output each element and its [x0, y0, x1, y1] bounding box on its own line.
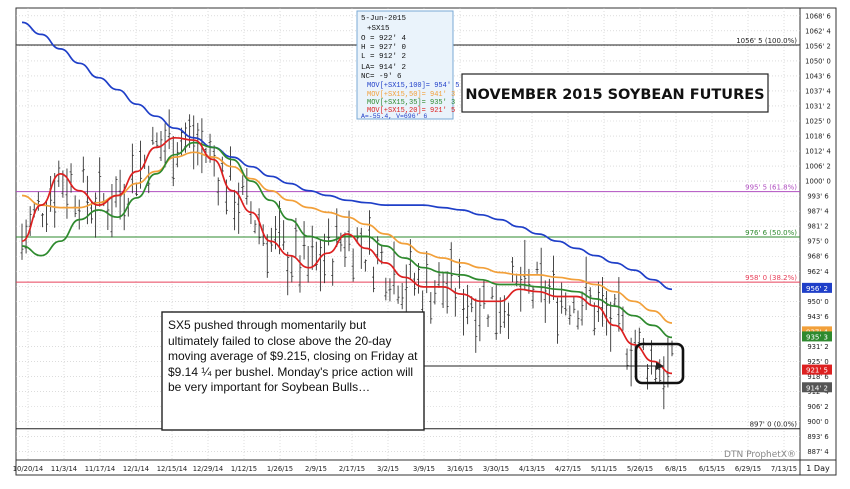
- fib-label: 995' 5 (61.8%): [745, 184, 797, 192]
- highlight-box: [634, 342, 685, 385]
- info-box: [356, 10, 454, 120]
- y-tick-label: 975' 0: [807, 238, 828, 246]
- info-mov50: MOV[+SX15,50]= 941' 3: [367, 91, 455, 99]
- y-tick-label: 1037' 4: [805, 87, 831, 95]
- y-tick-label: 1012' 4: [805, 148, 831, 156]
- info-symbol: +SX15: [367, 25, 390, 33]
- watermark: DTN ProphetX®: [724, 450, 796, 460]
- x-tick-label: 2/9/15: [305, 465, 327, 473]
- moving-averages: [21, 21, 673, 375]
- info-last: LA= 914' 2: [361, 64, 406, 72]
- annotation-box: [161, 311, 425, 431]
- x-tick-label: 4/27/15: [555, 465, 581, 473]
- y-tick-label: 1043' 6: [805, 72, 831, 80]
- info-date: 5-Jun-2015: [361, 15, 407, 23]
- x-tick-label: 2/17/15: [339, 465, 365, 473]
- y-tick-label: 968' 6: [807, 253, 828, 261]
- y-tick-label: 950' 0: [807, 298, 828, 306]
- x-tick-label: 6/15/15: [699, 465, 725, 473]
- price-badge: [802, 364, 832, 375]
- x-tick-label: 12/15/14: [157, 465, 188, 473]
- x-tick-label: 12/1/14: [123, 465, 149, 473]
- y-tick-label: 993' 6: [807, 193, 828, 201]
- y-tick-label: 1025' 0: [805, 118, 831, 126]
- y-tick-label: 918' 6: [807, 373, 828, 381]
- y-tick-label: 900' 0: [807, 418, 828, 426]
- y-tick-label: 1018' 6: [805, 133, 831, 141]
- fib-label: 976' 6 (50.0%): [745, 229, 797, 237]
- x-tick-label: 12/29/14: [193, 465, 224, 473]
- x-tick-label: 3/2/15: [377, 465, 399, 473]
- x-tick-label: 3/9/15: [413, 465, 435, 473]
- price-badge: [802, 382, 832, 393]
- fib-label: 1056' 5 (100.0%): [736, 37, 797, 45]
- series-line: [21, 141, 673, 339]
- y-tick-label: 987' 4: [807, 208, 828, 216]
- info-net-change: NC= -9' 6: [361, 73, 402, 81]
- fib-label: 897' 0 (0.0%): [750, 421, 798, 429]
- series-line: [21, 136, 673, 375]
- period-label[interactable]: 1 Day: [806, 464, 830, 473]
- chart-title: NOVEMBER 2015 SOYBEAN FUTURES: [465, 87, 764, 103]
- y-tick-label: 962' 4: [807, 268, 828, 276]
- x-tick-label: 10/20/14: [13, 465, 44, 473]
- x-tick-label: 4/13/15: [519, 465, 545, 473]
- y-tick-label: 1000' 0: [805, 178, 831, 186]
- info-open: O = 922' 4: [361, 35, 407, 43]
- period-box[interactable]: [799, 459, 837, 476]
- x-tick-label: 11/17/14: [85, 465, 116, 473]
- y-tick-label: 1006' 2: [805, 163, 831, 171]
- info-av: A=-55.4, V=696' 6: [361, 113, 427, 120]
- y-tick-label: 887' 4: [807, 448, 828, 456]
- series-line: [21, 21, 673, 291]
- info-low: L = 912' 2: [361, 53, 406, 61]
- x-axis-ticks: 10/20/14 11/3/14 11/17/14 12/1/14 12/15/14 12…: [13, 465, 797, 473]
- x-tick-label: 5/26/15: [627, 465, 653, 473]
- x-tick-label: 3/30/15: [483, 465, 509, 473]
- price-badge-label: 914' 2: [806, 384, 828, 392]
- fib-label: 958' 0 (38.2%): [745, 274, 797, 282]
- x-tick-label: 6/29/15: [735, 465, 761, 473]
- annotation-holder: SX5 pushed through momentarily but ultim…: [168, 318, 418, 394]
- info-mov20: MOV[+SX15,20]= 921' 5: [367, 107, 455, 115]
- y-tick-label: 1062' 4: [805, 27, 831, 35]
- y-tick-label: 906' 2: [807, 403, 828, 411]
- y-tick-label: 981' 2: [807, 223, 828, 231]
- price-badge: [802, 282, 832, 293]
- y-tick-label: 931' 2: [807, 343, 828, 351]
- info-high: H = 927' 0: [361, 44, 407, 52]
- x-tick-label: 3/16/15: [447, 465, 473, 473]
- fib-levels: 1056' 5 (100.0%) 995' 5 (61.8%) 976' 6 (50…: [16, 37, 800, 430]
- y-tick-label: 925' 0: [807, 358, 828, 366]
- info-mov100: MOV[+SX15,100]= 954' 5: [367, 82, 459, 90]
- annotation-arrowhead: [656, 362, 664, 370]
- title-box: [461, 73, 769, 113]
- x-tick-label: 6/8/15: [665, 465, 687, 473]
- price-badge: [802, 326, 832, 337]
- x-tick-label: 1/26/15: [267, 465, 293, 473]
- y-tick-label: 1050' 0: [805, 57, 831, 65]
- price-badge-label: 935' 3: [806, 333, 828, 341]
- price-badge-label: 956' 2: [806, 285, 828, 293]
- y-tick-label: 1056' 2: [805, 42, 831, 50]
- annotation-text: SX5 pushed through momentarily but ultim…: [168, 318, 418, 394]
- y-tick-label: 1068' 6: [805, 12, 831, 20]
- x-tick-label: 7/13/15: [771, 465, 797, 473]
- price-badge: [802, 331, 832, 342]
- x-tick-label: 1/12/15: [231, 465, 257, 473]
- y-tick-label: 893' 6: [807, 433, 828, 441]
- y-tick-label: 1031' 2: [805, 102, 831, 110]
- x-tick-label: 11/3/14: [51, 465, 77, 473]
- y-tick-label: 943' 6: [807, 313, 828, 321]
- series-line: [21, 151, 673, 324]
- price-badge-label: 921' 5: [806, 367, 828, 375]
- info-mov35: MOV[+SX15,35]= 935' 3: [367, 99, 455, 107]
- x-tick-label: 5/11/15: [591, 465, 617, 473]
